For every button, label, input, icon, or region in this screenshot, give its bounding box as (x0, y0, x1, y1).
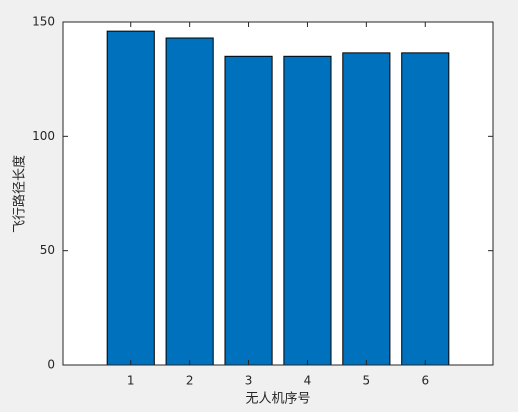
x-tick-label: 2 (186, 374, 194, 388)
x-tick-label: 4 (304, 374, 312, 388)
x-tick-label: 6 (421, 374, 429, 388)
bar (283, 55, 332, 366)
y-tick-label: 150 (32, 15, 55, 29)
bar (224, 55, 273, 366)
y-tick-label: 50 (40, 243, 55, 257)
x-tick-label: 1 (127, 374, 135, 388)
axes-box (62, 21, 494, 366)
y-tick-label: 100 (32, 129, 55, 143)
y-axis-label: 飞行路径长度 (12, 155, 28, 233)
bar (106, 30, 155, 366)
bar (401, 52, 450, 366)
bar (165, 37, 214, 366)
x-axis-label: 无人机序号 (245, 392, 310, 407)
bar (342, 52, 391, 366)
y-tick-label: 0 (47, 358, 55, 372)
x-tick-label: 3 (245, 374, 253, 388)
x-tick-label: 5 (363, 374, 371, 388)
